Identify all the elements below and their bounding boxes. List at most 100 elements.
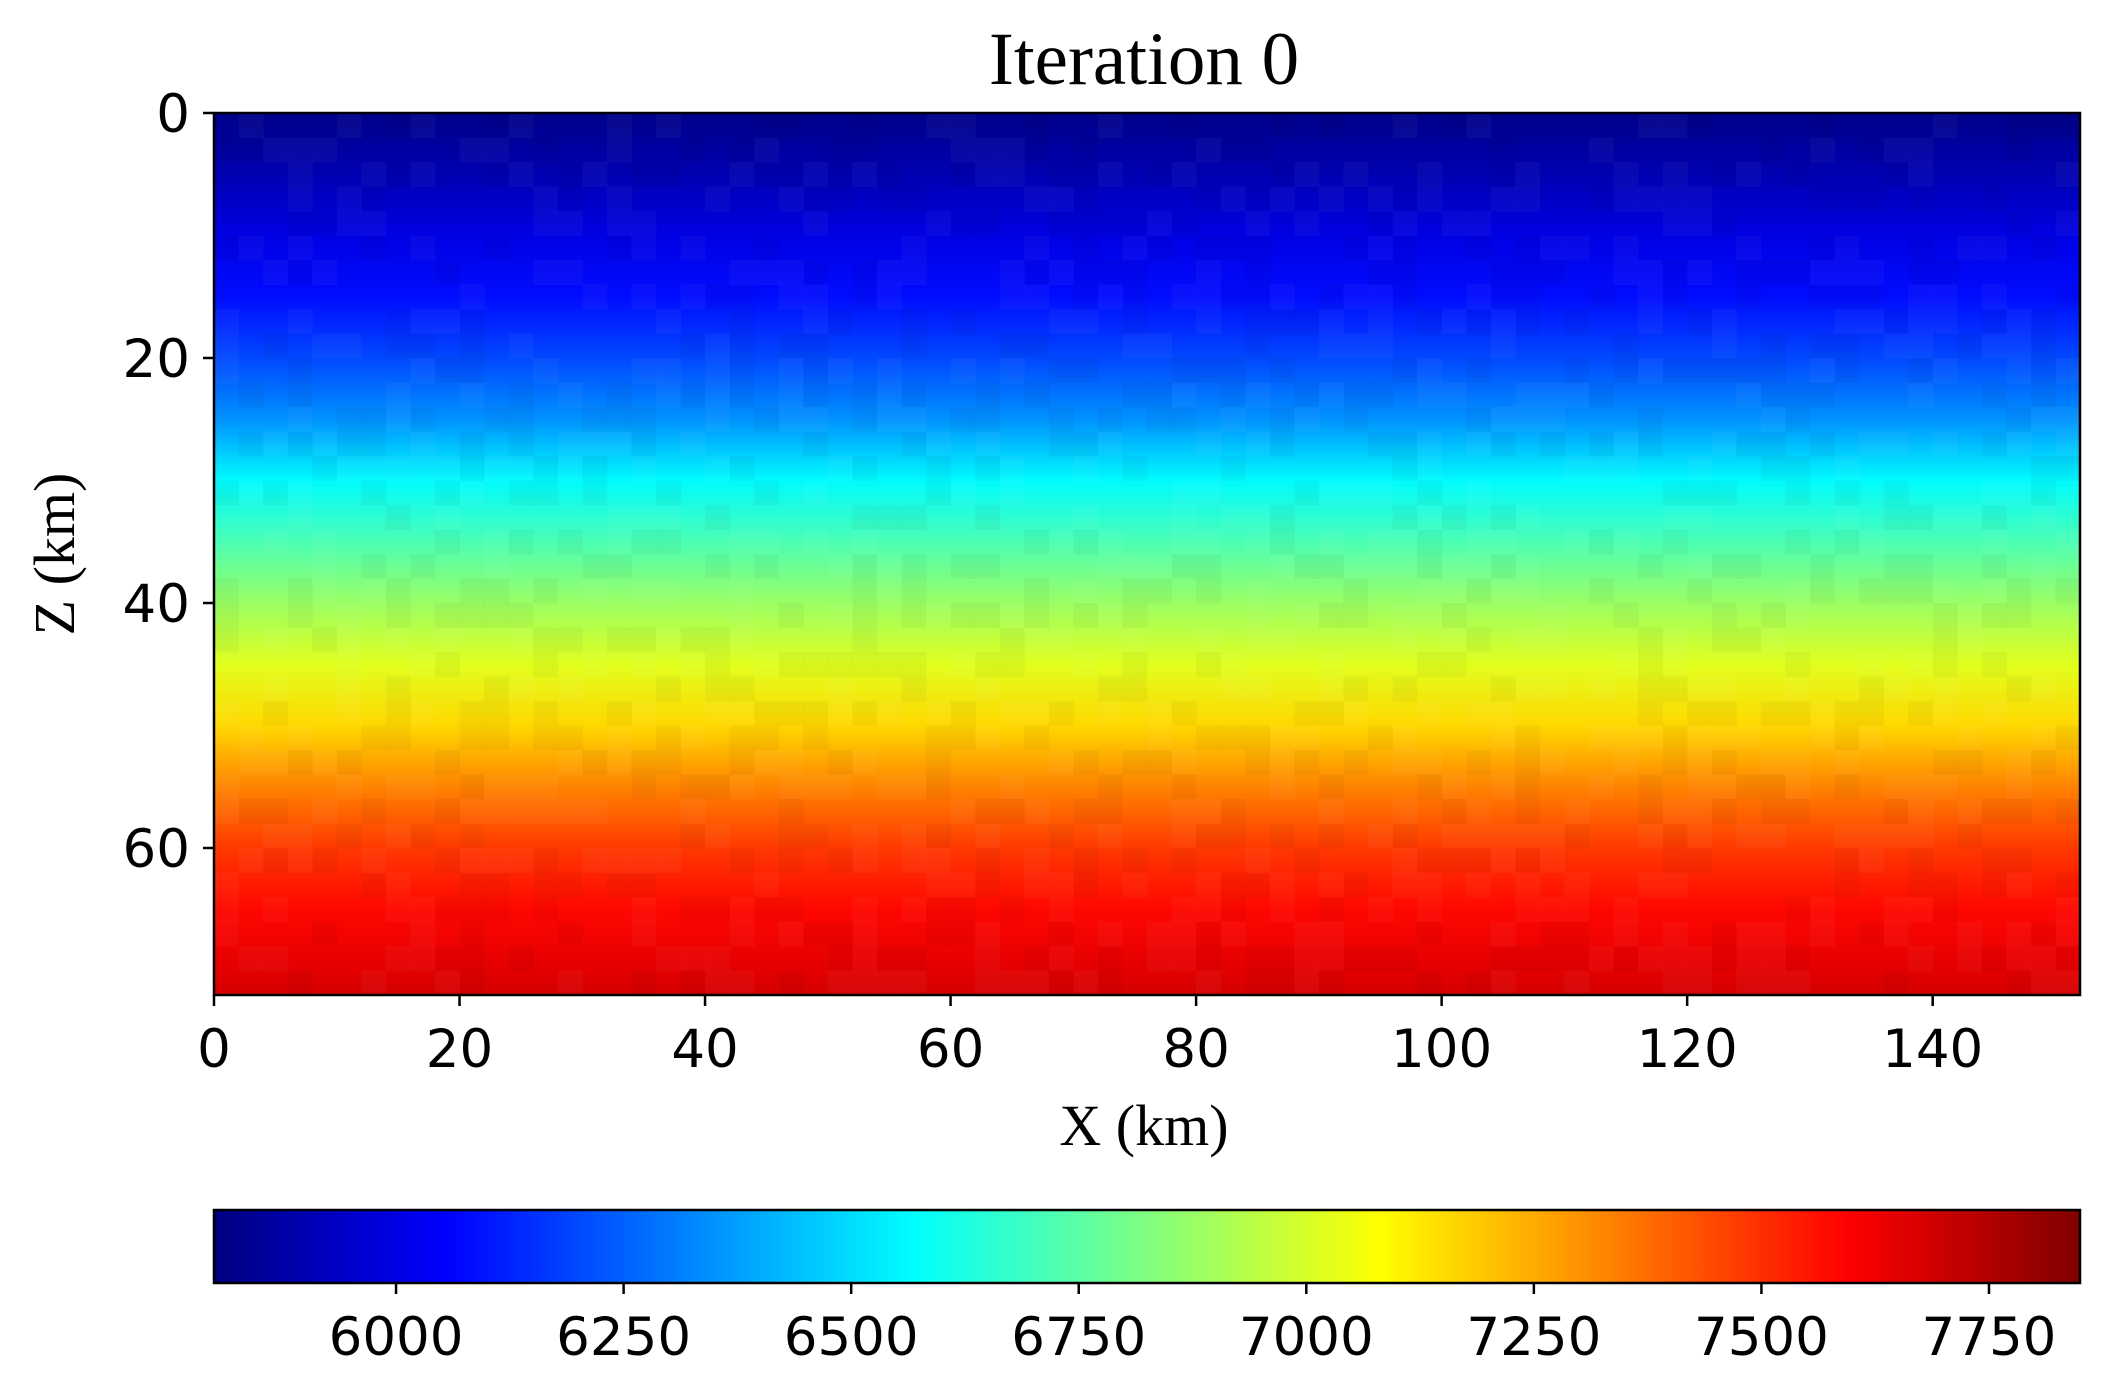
heatmap-cell-texture [1712, 432, 1737, 457]
heatmap-cell-texture [1908, 138, 1933, 163]
heatmap-cell-texture [1270, 285, 1295, 310]
heatmap-cell-texture [1466, 971, 1491, 996]
heatmap-cell-texture [1663, 750, 1688, 775]
heatmap-cell-texture [1982, 432, 2007, 457]
heatmap-cell-texture [852, 138, 877, 163]
heatmap-cell-texture [2055, 211, 2080, 236]
heatmap-cell-texture [975, 407, 1000, 432]
heatmap-cell-texture [1073, 358, 1098, 383]
heatmap-cell-texture [263, 677, 288, 702]
heatmap-cell-texture [975, 677, 1000, 702]
heatmap-cell-texture [2006, 211, 2031, 236]
heatmap-cell-texture [877, 187, 902, 212]
heatmap-cell-texture [1270, 162, 1295, 187]
heatmap-cell-texture [631, 775, 656, 800]
heatmap-cell-texture [828, 775, 853, 800]
heatmap-cell-texture [1810, 554, 1835, 579]
heatmap-cell-texture [730, 603, 755, 628]
heatmap-cell-texture [288, 138, 313, 163]
heatmap-cell-texture [533, 799, 558, 824]
heatmap-cell-texture [1491, 848, 1516, 873]
heatmap-cell-texture [1614, 456, 1639, 481]
heatmap-cell-texture [1221, 897, 1246, 922]
heatmap-cell-texture [681, 726, 706, 751]
heatmap-cell-texture [1442, 113, 1467, 138]
heatmap-cell-texture [1564, 873, 1589, 898]
heatmap-cell-texture [803, 334, 828, 359]
heatmap-cell-texture [1614, 603, 1639, 628]
heatmap-cell-texture [1466, 750, 1491, 775]
heatmap-cell-texture [1834, 334, 1859, 359]
heatmap-cell-texture [975, 946, 1000, 971]
heatmap-cell-texture [1687, 726, 1712, 751]
heatmap-cell-texture [312, 628, 337, 653]
heatmap-cell-texture [1663, 971, 1688, 996]
y-axis-ticks: 0 20 40 60 [123, 84, 214, 880]
heatmap-cell-texture [1319, 530, 1344, 555]
heatmap-cell-texture [337, 824, 362, 849]
heatmap-cell-texture [1245, 383, 1270, 408]
heatmap-cell-texture [779, 848, 804, 873]
heatmap-cell-texture [901, 677, 926, 702]
heatmap-cell-texture [337, 187, 362, 212]
heatmap-cell-texture [1515, 775, 1540, 800]
heatmap-cell-texture [1933, 677, 1958, 702]
heatmap-cell-texture [1073, 162, 1098, 187]
heatmap-cell-texture [1491, 187, 1516, 212]
heatmap-cell-texture [1172, 407, 1197, 432]
heatmap-cell-texture [1687, 701, 1712, 726]
x-tick-label: 40 [671, 1019, 738, 1080]
heatmap-cell-texture [214, 799, 239, 824]
heatmap-cell-texture [1417, 873, 1442, 898]
heatmap-cell-texture [1319, 922, 1344, 947]
heatmap-cell-texture [1442, 309, 1467, 334]
heatmap-cell-texture [1098, 162, 1123, 187]
heatmap-cell-texture [1147, 383, 1172, 408]
heatmap-cell-texture [1515, 554, 1540, 579]
heatmap-cell-texture [1687, 505, 1712, 530]
heatmap-cell-texture [460, 701, 485, 726]
heatmap-cell-texture [1933, 628, 1958, 653]
heatmap-cell-texture [607, 750, 632, 775]
heatmap-cell-texture [1884, 677, 1909, 702]
heatmap-cell-texture [1442, 824, 1467, 849]
heatmap-cell-texture [1834, 236, 1859, 261]
heatmap-cell-texture [754, 554, 779, 579]
heatmap-cell-texture [1294, 309, 1319, 334]
heatmap-cell-texture [705, 775, 730, 800]
heatmap-cell-texture [239, 946, 264, 971]
heatmap-cell-texture [2031, 750, 2056, 775]
heatmap-cell-texture [460, 432, 485, 457]
heatmap-cell-texture [1000, 481, 1025, 506]
heatmap-cell-texture [361, 236, 386, 261]
heatmap-cell-texture [582, 652, 607, 677]
heatmap-cell-texture [1466, 873, 1491, 898]
heatmap-cell-texture [1466, 701, 1491, 726]
heatmap-cell-texture [2055, 162, 2080, 187]
heatmap-cell-texture [1884, 481, 1909, 506]
heatmap-cell-texture [607, 628, 632, 653]
heatmap-cell-texture [1834, 726, 1859, 751]
heatmap-cell-texture [705, 824, 730, 849]
heatmap-cell-texture [214, 309, 239, 334]
heatmap-cell-texture [1221, 138, 1246, 163]
heatmap-cell-texture [1908, 187, 1933, 212]
heatmap-cell-texture [803, 726, 828, 751]
heatmap-cell-texture [1368, 236, 1393, 261]
heatmap-cell-texture [1466, 848, 1491, 873]
heatmap-cell-texture [1073, 971, 1098, 996]
heatmap-cell-texture [1000, 897, 1025, 922]
heatmap-cell-texture [1393, 603, 1418, 628]
heatmap-cell-texture [386, 334, 411, 359]
heatmap-cell-texture [1049, 628, 1074, 653]
heatmap-cell-texture [1270, 726, 1295, 751]
x-tick-label: 20 [426, 1019, 493, 1080]
heatmap-cell-texture [1000, 628, 1025, 653]
heatmap-cell-texture [1098, 677, 1123, 702]
heatmap-cell-texture [1884, 824, 1909, 849]
heatmap-cell-texture [754, 726, 779, 751]
colorbar-tick-label: 6500 [784, 1307, 919, 1368]
heatmap-cell-texture [951, 799, 976, 824]
heatmap-cell-texture [705, 187, 730, 212]
heatmap-cell-texture [1687, 187, 1712, 212]
